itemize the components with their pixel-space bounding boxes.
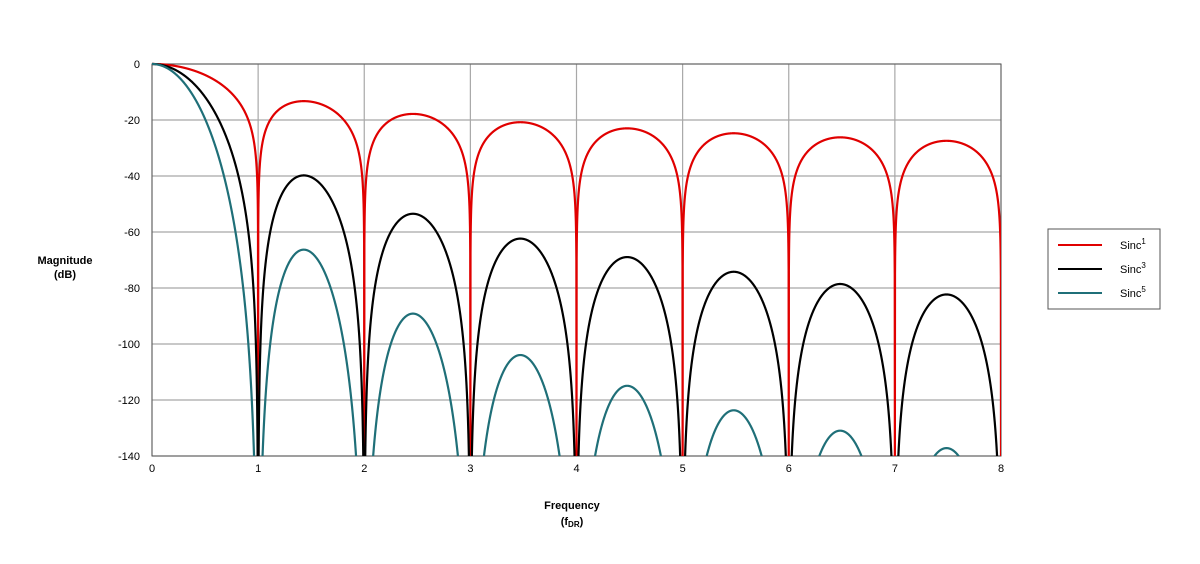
x-axis-unit-sub: DR [568,520,580,529]
legend-label-sinc5: Sinc5 [1120,285,1146,300]
y-axis-title-line2: (dB) [54,269,76,281]
x-tick-labels: 0 1 2 3 4 5 6 7 8 [149,463,1004,475]
series-layer [152,62,1001,456]
legend-label-sinc3: Sinc3 [1120,261,1146,276]
x-axis-unit: (fDR) [561,516,584,529]
x-axis-unit-base: f [564,516,568,528]
x-axis-title: Frequency [544,500,601,512]
y-tick-labels: 0 -20 -40 -60 -80 -100 -120 -140 [118,59,140,463]
x-tick-label: 3 [467,463,473,475]
legend-label-base: Sinc [1120,240,1142,252]
y-tick-label: -80 [124,283,140,295]
y-tick-label: -20 [124,115,140,127]
x-tick-label: 5 [680,463,686,475]
y-tick-label: 0 [134,59,140,71]
x-tick-label: 0 [149,463,155,475]
legend-label-sinc1: Sinc1 [1120,237,1146,252]
x-tick-label: 4 [573,463,579,475]
legend-label-sup: 3 [1141,261,1146,270]
x-tick-label: 8 [998,463,1004,475]
legend-label-base: Sinc [1120,288,1142,300]
y-axis-title-line1: Magnitude [38,255,93,267]
x-tick-label: 2 [361,463,367,475]
y-tick-label: -60 [124,227,140,239]
series-line-sinc5 [152,62,960,456]
legend-label-sup: 1 [1141,237,1146,246]
y-tick-label: -40 [124,171,140,183]
series-line-sinc3 [152,62,999,456]
x-tick-label: 1 [255,463,261,475]
series-line-sinc1 [152,62,1001,456]
y-tick-label: -100 [118,339,140,351]
x-tick-label: 6 [786,463,792,475]
legend-label-base: Sinc [1120,264,1142,276]
x-tick-label: 7 [892,463,898,475]
y-tick-label: -140 [118,451,140,463]
legend-label-sup: 5 [1141,285,1146,294]
y-tick-label: -120 [118,395,140,407]
